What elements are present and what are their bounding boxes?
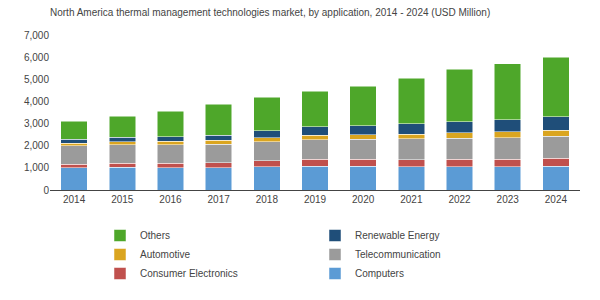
svg-text:2,000: 2,000 — [24, 140, 49, 151]
svg-text:2014: 2014 — [63, 194, 86, 205]
svg-text:2015: 2015 — [111, 194, 134, 205]
svg-text:6,000: 6,000 — [24, 52, 49, 63]
svg-text:2020: 2020 — [352, 194, 375, 205]
svg-text:Consumer Electronics: Consumer Electronics — [140, 268, 238, 279]
svg-text:1,000: 1,000 — [24, 162, 49, 173]
svg-text:Computers: Computers — [355, 268, 404, 279]
svg-text:4,000: 4,000 — [24, 96, 49, 107]
svg-text:North America thermal manageme: North America thermal management technol… — [50, 7, 490, 18]
svg-text:2018: 2018 — [256, 194, 279, 205]
svg-text:Others: Others — [140, 230, 170, 241]
svg-text:2022: 2022 — [448, 194, 471, 205]
svg-text:Telecommunication: Telecommunication — [355, 249, 441, 260]
svg-text:5,000: 5,000 — [24, 74, 49, 85]
svg-text:Renewable Energy: Renewable Energy — [355, 230, 440, 241]
svg-text:2019: 2019 — [304, 194, 327, 205]
svg-text:Automotive: Automotive — [140, 249, 190, 260]
svg-text:2021: 2021 — [400, 194, 423, 205]
svg-text:3,000: 3,000 — [24, 118, 49, 129]
svg-text:0: 0 — [43, 185, 49, 196]
svg-text:2016: 2016 — [159, 194, 182, 205]
svg-text:2024: 2024 — [545, 194, 568, 205]
svg-text:7,000: 7,000 — [24, 30, 49, 41]
svg-text:2023: 2023 — [497, 194, 520, 205]
svg-text:2017: 2017 — [208, 194, 231, 205]
